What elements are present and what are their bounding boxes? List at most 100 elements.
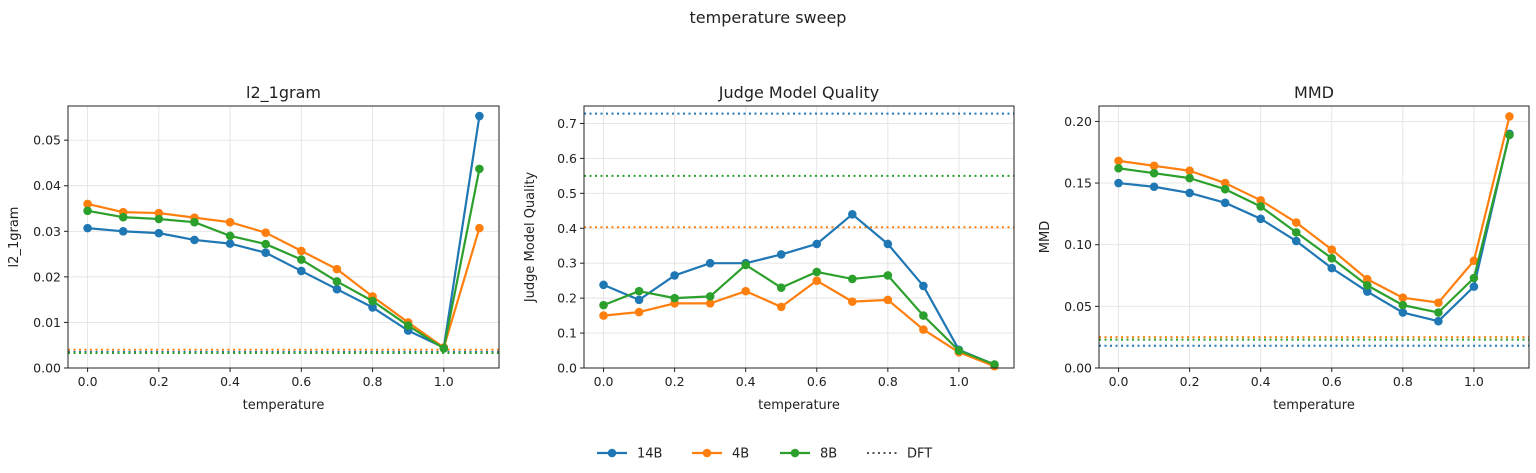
x-tick-label: 0.2 — [1180, 374, 1200, 389]
data-point — [599, 280, 608, 290]
y-tick-label: 0.20 — [1064, 114, 1092, 129]
x-tick-label: 0.2 — [149, 374, 169, 389]
data-point — [1185, 166, 1194, 176]
data-point — [83, 223, 92, 233]
data-point — [1505, 130, 1514, 140]
chart-title: MMD — [1294, 83, 1334, 102]
legend-label: 8B — [820, 447, 837, 462]
series-line-8B — [1118, 134, 1511, 314]
y-tick-label: 0.04 — [33, 178, 61, 193]
chart-title: l2_1gram — [246, 83, 321, 103]
data-point — [812, 239, 822, 249]
x-axis-label: temperature — [243, 398, 325, 413]
data-point — [1398, 293, 1408, 303]
x-tick-label: 1.0 — [434, 374, 454, 389]
data-point — [848, 297, 857, 306]
data-point — [741, 286, 750, 296]
data-point — [332, 277, 342, 286]
legend-label: 4B — [732, 447, 749, 462]
data-point — [261, 248, 270, 258]
legend-label: 14B — [637, 447, 662, 462]
legend: 14B 4B 8B DFT — [597, 447, 932, 462]
data-point — [1185, 173, 1194, 183]
data-point — [883, 271, 893, 280]
data-point — [1220, 178, 1230, 188]
x-tick-label: 0.8 — [1393, 374, 1413, 389]
legend-entry-4B: 4B — [692, 447, 749, 462]
axes-frame — [67, 105, 500, 369]
axes-frame — [1098, 105, 1530, 369]
data-point — [190, 217, 199, 227]
x-tick-label: 0.8 — [363, 374, 383, 389]
y-tick-label: 0.00 — [1064, 361, 1092, 376]
data-point — [848, 274, 857, 284]
legend-marker-swatch — [702, 448, 712, 458]
x-axis-label: temperature — [758, 398, 840, 413]
data-point — [919, 325, 928, 334]
x-tick-label: 1.0 — [1464, 374, 1484, 389]
data-point — [634, 286, 644, 296]
x-tick-label: 1.0 — [949, 374, 969, 389]
data-point — [368, 303, 377, 312]
x-tick-label: 0.0 — [78, 374, 98, 389]
x-tick-label: 0.4 — [736, 374, 756, 389]
data-point — [1327, 253, 1337, 263]
data-point — [297, 246, 306, 256]
figure-title: temperature sweep — [690, 8, 847, 27]
x-tick-label: 0.4 — [1251, 374, 1271, 389]
data-point — [1327, 245, 1337, 254]
y-axis-label: l2_1gram — [7, 207, 22, 268]
data-point — [1114, 156, 1123, 166]
data-point — [776, 250, 786, 259]
chart-title: Judge Model Quality — [718, 83, 879, 102]
y-tick-label: 0.15 — [1064, 176, 1092, 191]
data-point — [1291, 236, 1301, 246]
legend-marker-swatch — [790, 448, 800, 458]
axes-frame — [583, 105, 1015, 369]
y-tick-label: 0.2 — [557, 291, 577, 306]
y-tick-label: 0.01 — [33, 315, 61, 330]
series-line-8B — [603, 263, 995, 366]
y-tick-label: 0.02 — [33, 269, 61, 284]
data-point — [705, 258, 715, 268]
y-axis-label: Judge Model Quality — [523, 172, 538, 304]
data-point — [634, 307, 644, 317]
series-line-14B — [87, 115, 481, 349]
data-point — [1363, 281, 1372, 290]
data-point — [1220, 198, 1230, 208]
data-point — [475, 111, 484, 121]
y-tick-label: 0.03 — [33, 224, 61, 239]
data-point — [83, 199, 92, 209]
data-point — [297, 255, 306, 264]
data-point — [332, 284, 342, 294]
data-point — [741, 260, 750, 270]
y-tick-label: 0.6 — [557, 151, 577, 166]
data-point — [225, 231, 235, 241]
data-point — [990, 360, 999, 369]
y-tick-label: 0.0 — [557, 361, 577, 376]
data-point — [883, 239, 893, 249]
data-point — [1256, 196, 1265, 205]
data-point — [1363, 287, 1372, 296]
data-point — [439, 344, 449, 353]
data-point — [1256, 214, 1265, 224]
y-tick-label: 0.00 — [33, 361, 61, 376]
data-point — [475, 223, 484, 233]
x-tick-label: 0.6 — [1322, 374, 1342, 389]
series-line-4B — [87, 202, 481, 349]
data-point — [1398, 300, 1408, 310]
legend-entry-14B: 14B — [597, 447, 662, 462]
x-axis-label: temperature — [1273, 398, 1355, 413]
y-tick-label: 0.05 — [1064, 299, 1092, 314]
data-point — [634, 295, 644, 305]
data-point — [670, 293, 679, 303]
x-tick-label: 0.8 — [878, 374, 898, 389]
chart-panel-3: 0.0 0.2 0.4 0.6 0.8 1.0 0.00 0.05 0.10 0.15 0.20 MM… — [1038, 83, 1530, 413]
y-tick-label: 0.5 — [557, 186, 577, 201]
data-point — [705, 299, 715, 308]
data-point — [225, 239, 235, 248]
data-point — [261, 239, 270, 249]
data-point — [812, 267, 822, 277]
data-point — [1149, 161, 1159, 171]
x-tick-label: 0.0 — [594, 374, 614, 389]
